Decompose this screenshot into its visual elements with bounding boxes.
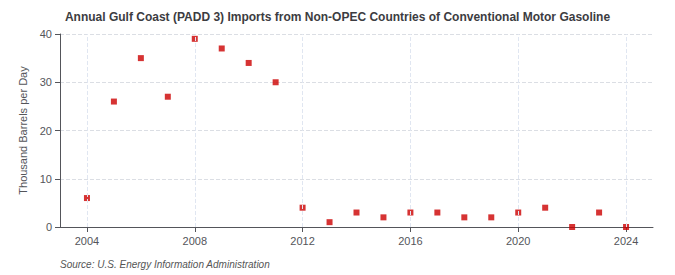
svg-text:2004: 2004 bbox=[75, 235, 99, 247]
svg-text:10: 10 bbox=[40, 173, 52, 185]
svg-text:2008: 2008 bbox=[183, 235, 207, 247]
svg-text:30: 30 bbox=[40, 76, 52, 88]
svg-text:Source: U.S. Energy Informatio: Source: U.S. Energy Information Administ… bbox=[60, 259, 270, 270]
svg-text:40: 40 bbox=[40, 28, 52, 40]
svg-text:Thousand Barrels per Day: Thousand Barrels per Day bbox=[17, 66, 29, 195]
svg-text:20: 20 bbox=[40, 125, 52, 137]
svg-text:2020: 2020 bbox=[506, 235, 530, 247]
svg-text:0: 0 bbox=[46, 221, 52, 233]
svg-text:Annual Gulf Coast (PADD 3) Imp: Annual Gulf Coast (PADD 3) Imports from … bbox=[65, 10, 610, 24]
svg-text:2012: 2012 bbox=[290, 235, 314, 247]
svg-text:2024: 2024 bbox=[614, 235, 638, 247]
svg-text:2016: 2016 bbox=[398, 235, 422, 247]
